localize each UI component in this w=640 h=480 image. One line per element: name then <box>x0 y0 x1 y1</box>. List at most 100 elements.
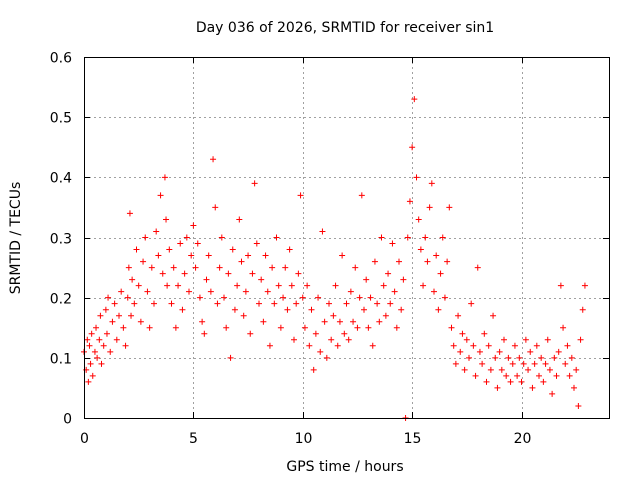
data-point <box>365 324 372 331</box>
x-tick-label: 10 <box>295 431 313 447</box>
data-point <box>505 354 512 361</box>
data-point <box>124 294 131 301</box>
data-point <box>533 342 540 349</box>
data-point <box>293 300 300 307</box>
grid-layer <box>84 57 609 418</box>
data-point <box>555 348 562 355</box>
x-axis-label: GPS time / hours <box>286 459 403 475</box>
data-point <box>352 264 359 271</box>
data-point <box>107 348 114 355</box>
data-point <box>516 354 523 361</box>
data-point <box>238 258 245 265</box>
data-point <box>216 264 223 271</box>
data-point <box>186 288 192 295</box>
y-tick-label: 0.1 <box>50 352 72 368</box>
data-point <box>93 324 100 331</box>
data-point <box>84 336 91 343</box>
data-point <box>358 192 365 199</box>
data-point <box>441 294 448 301</box>
data-point <box>466 354 472 361</box>
data-point <box>163 216 170 223</box>
data-point <box>122 342 129 349</box>
data-point <box>159 270 166 277</box>
data-point <box>371 258 378 265</box>
data-point <box>157 192 164 199</box>
data-point <box>291 336 297 343</box>
data-point <box>426 204 433 211</box>
data-point <box>328 336 335 343</box>
data-point <box>518 378 525 385</box>
data-point <box>94 354 101 361</box>
data-point <box>487 366 494 373</box>
data-point <box>113 336 120 343</box>
data-point <box>286 246 293 253</box>
data-point <box>153 228 160 235</box>
data-point <box>109 318 116 325</box>
data-point <box>142 234 149 241</box>
data-point <box>103 330 110 337</box>
y-tick-label: 0.2 <box>50 292 72 308</box>
data-point <box>326 300 332 307</box>
data-point <box>85 378 92 385</box>
data-point <box>301 324 308 331</box>
data-point <box>126 210 133 217</box>
data-point <box>102 306 109 313</box>
x-tick-label: 5 <box>189 431 198 447</box>
data-point <box>345 336 352 343</box>
data-point <box>577 336 584 343</box>
data-point <box>321 318 328 325</box>
data-point <box>88 330 95 337</box>
data-point <box>566 372 573 379</box>
data-point <box>415 216 422 223</box>
data-point <box>428 180 435 187</box>
data-point <box>514 372 521 379</box>
data-point <box>479 360 486 367</box>
data-point <box>571 384 577 391</box>
data-point <box>389 240 396 247</box>
data-point <box>218 234 225 241</box>
data-point <box>409 144 416 151</box>
data-point <box>201 330 208 337</box>
data-point <box>439 234 446 241</box>
data-point <box>225 270 232 277</box>
data-point <box>511 342 518 349</box>
data-point <box>269 264 276 271</box>
data-point <box>245 252 252 259</box>
data-point <box>538 354 545 361</box>
data-point <box>579 306 586 313</box>
data-point <box>125 264 132 271</box>
data-point <box>177 240 184 247</box>
data-point <box>575 402 582 409</box>
data-point <box>190 222 197 229</box>
y-tick-label: 0 <box>63 412 72 428</box>
data-point <box>98 360 105 367</box>
data-point <box>422 234 429 241</box>
data-point <box>260 318 267 325</box>
data-point <box>194 240 201 247</box>
data-point <box>374 300 381 307</box>
data-point <box>135 282 142 289</box>
data-point <box>317 348 324 355</box>
data-point <box>468 300 475 307</box>
data-point <box>380 282 387 289</box>
data-point <box>382 312 389 319</box>
data-point <box>424 258 431 265</box>
data-point <box>483 378 490 385</box>
x-tick-label: 0 <box>80 431 89 447</box>
data-point <box>501 336 507 343</box>
data-point <box>549 390 556 397</box>
data-point <box>369 342 376 349</box>
data-point <box>420 282 427 289</box>
data-point <box>179 306 186 313</box>
data-point <box>507 378 514 385</box>
data-point <box>223 324 230 331</box>
data-point <box>264 288 271 295</box>
data-point <box>391 288 398 295</box>
data-point <box>277 324 284 331</box>
data-point <box>474 264 481 271</box>
data-point <box>306 342 313 349</box>
data-point <box>573 366 580 373</box>
data-point <box>406 198 413 205</box>
data-point <box>411 96 418 103</box>
